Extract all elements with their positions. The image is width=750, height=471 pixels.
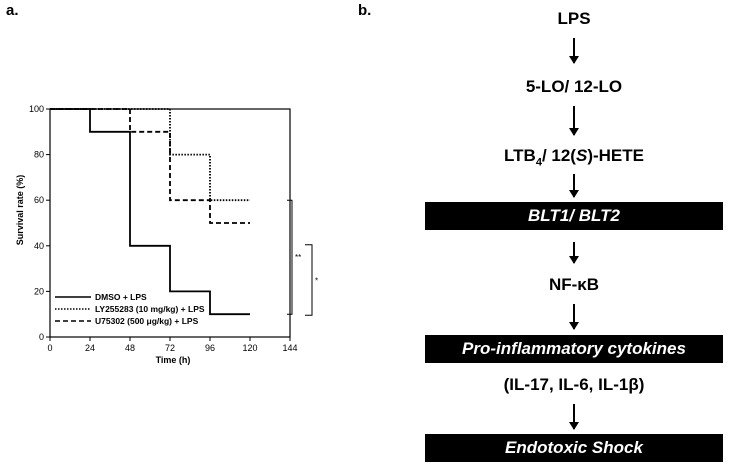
lo-node: 5-LO/ 12-LO — [525, 77, 623, 96]
chart-legend: DMSO + LPS LY255283 (10 mg/kg) + LPS U7530… — [55, 292, 205, 326]
legend-label: U75302 (500 μg/kg) + LPS — [95, 316, 199, 326]
y-tick-label: 20 — [34, 286, 44, 296]
x-tick-label: 120 — [242, 343, 257, 353]
panel-a-label: a. — [6, 2, 19, 19]
series-line-dotted — [50, 108, 250, 202]
y-tick-label: 80 — [34, 150, 44, 160]
legend-label: DMSO + LPS — [95, 292, 147, 302]
x-tick-label: 144 — [282, 343, 297, 353]
signaling-pathway: LPS 5-LO/ 12-LO LTB4/ 12(S)-HETE BLT1/ B… — [425, 0, 723, 471]
series-line-solid — [50, 108, 250, 316]
legend-label: LY255283 (10 mg/kg) + LPS — [95, 304, 205, 314]
endotoxic-shock-box: Endotoxic Shock — [425, 434, 723, 462]
significance-label: ** — [295, 253, 301, 262]
ltb4-subscript: 4 — [535, 156, 542, 169]
arrow-down-icon — [569, 304, 579, 330]
arrow-down-icon — [569, 38, 579, 64]
cytokines-box: Pro-inflammatory cytokines — [425, 335, 723, 363]
y-axis-label: Survival rate (%) — [15, 175, 25, 246]
y-tick-label: 100 — [29, 104, 44, 114]
x-tick-label: 72 — [165, 343, 175, 353]
arrow-down-icon — [569, 242, 579, 264]
significance-label: * — [315, 277, 318, 286]
significance-bracket — [305, 244, 313, 316]
arrow-down-icon — [569, 106, 579, 136]
x-tick-label: 0 — [47, 343, 52, 353]
x-axis-label: Time (h) — [156, 355, 191, 365]
arrow-down-icon — [569, 174, 579, 198]
significance-bracket — [287, 199, 293, 315]
arrow-down-icon — [569, 404, 579, 430]
lps-node: LPS — [557, 9, 591, 28]
panel-b-label: b. — [358, 2, 372, 19]
y-tick-label: 40 — [34, 241, 44, 251]
significance-brackets: *** — [287, 199, 318, 316]
y-tick-label: 60 — [34, 195, 44, 205]
hete-suffix-text: )-HETE — [587, 146, 644, 165]
hete-s-text: S — [575, 146, 588, 165]
y-tick-label: 0 — [39, 332, 44, 342]
interleukins-node: (IL-17, IL-6, IL-1β) — [503, 375, 645, 394]
chart-series — [50, 108, 250, 316]
x-tick-label: 24 — [85, 343, 95, 353]
series-line-dashed — [50, 108, 250, 224]
x-tick-label: 48 — [125, 343, 135, 353]
ltb4-text: LTB — [504, 146, 536, 165]
x-tick-label: 96 — [205, 343, 215, 353]
ltb4-hete-node: LTB4/ 12(S)-HETE — [425, 146, 723, 172]
hete-prefix-text: / 12( — [541, 146, 576, 165]
nfkb-node: NF-κB — [548, 275, 600, 294]
blt-receptor-box: BLT1/ BLT2 — [425, 202, 723, 230]
